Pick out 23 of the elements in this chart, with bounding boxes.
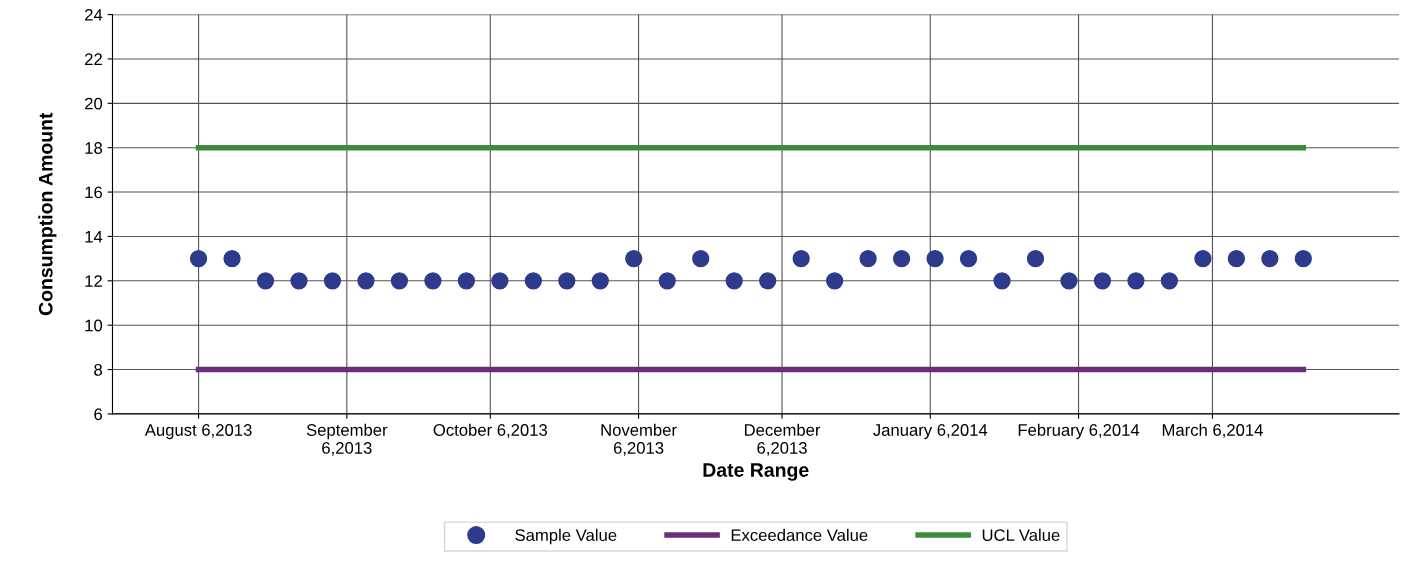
y-tick-label: 8	[94, 363, 103, 376]
legend-label: Sample Value	[515, 528, 617, 545]
y-tick-label: 12	[85, 275, 102, 287]
x-tick-label: February 6,2014	[1018, 423, 1140, 440]
y-tick-label: 24	[85, 8, 103, 21]
x-tick-label: December 6,2013	[744, 423, 821, 456]
y-tick-label: 16	[85, 186, 103, 199]
y-tick-label: 6	[94, 408, 103, 421]
legend-label: Exceedance Value	[731, 528, 868, 542]
y-axis-title: Consumption Amount	[38, 112, 57, 316]
x-tick-label: March 6,2014	[1162, 423, 1263, 438]
x-tick-label: October 6,2013	[433, 423, 548, 438]
x-axis-title: Date Range	[703, 463, 809, 481]
y-tick-label: 18	[85, 142, 103, 154]
y-tick-label: 20	[85, 97, 103, 110]
y-tick-label: 22	[85, 53, 102, 65]
legend-label: UCL Value	[982, 528, 1060, 542]
x-tick-label: August 6,2013	[144, 424, 252, 440]
y-tick-label: 14	[85, 231, 103, 243]
x-tick-label: September 6,2013	[306, 423, 388, 456]
x-tick-label: January 6,2014	[873, 424, 988, 440]
x-tick-label: November 6,2013	[601, 423, 677, 456]
y-tick-label: 10	[85, 319, 103, 332]
